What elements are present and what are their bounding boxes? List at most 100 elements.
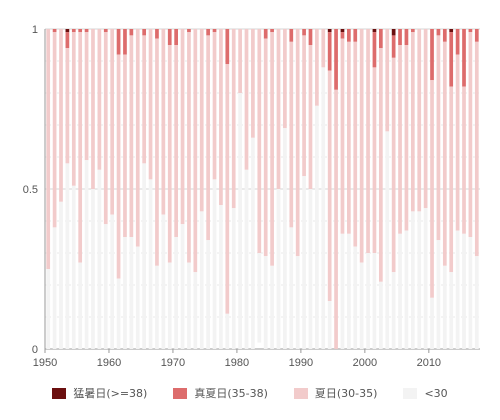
- bar-segment: [65, 32, 70, 49]
- bar-segment: [225, 64, 230, 314]
- bar-segment: [187, 32, 191, 263]
- bar-segment: [340, 29, 345, 33]
- y-tick-label: 1: [32, 24, 38, 36]
- bar-segment: [263, 256, 268, 349]
- bar-segment: [449, 86, 454, 273]
- bar-segment: [161, 29, 166, 215]
- legend-label: 真夏日(35-38): [194, 387, 268, 400]
- bar-segment: [295, 256, 300, 349]
- bar-segment: [442, 41, 447, 266]
- bar-segment: [161, 214, 166, 349]
- bar-segment: [148, 179, 153, 349]
- bar-segment: [423, 208, 428, 349]
- bar-segment: [212, 32, 217, 180]
- bar-segment: [231, 29, 236, 209]
- legend-item[interactable]: <30: [403, 387, 448, 400]
- legend-item[interactable]: 夏日(30-35): [293, 385, 377, 401]
- bar-segment: [295, 29, 300, 257]
- bar-segment: [340, 32, 345, 39]
- bar-segment: [449, 29, 454, 33]
- bar-segment: [468, 237, 473, 349]
- bar-segment: [327, 29, 332, 33]
- bar-segment: [347, 41, 351, 234]
- bar-segment: [270, 29, 274, 33]
- bar-segment: [129, 35, 134, 238]
- chart-legend: 猛暑日(>=38) 真夏日(35-38) 夏日(30-35) <30: [0, 384, 500, 402]
- bar-segment: [308, 45, 313, 189]
- bar-segment: [206, 35, 210, 241]
- bar-segment: [474, 29, 479, 42]
- bar-segment: [84, 160, 89, 349]
- bar-segment: [302, 176, 306, 349]
- bar-segment: [404, 45, 409, 231]
- bar-segment: [423, 29, 428, 209]
- bar-segment: [283, 128, 287, 349]
- bar-segment: [385, 131, 390, 349]
- x-axis: 1950 1960 1970 1980 1990 2000 2010: [33, 349, 441, 369]
- bar-segment: [174, 45, 178, 237]
- bar-segment: [283, 29, 287, 129]
- bar-segment: [327, 301, 332, 349]
- bar-segment: [155, 38, 159, 266]
- bar-segment: [71, 29, 76, 33]
- bar-segment: [340, 233, 345, 349]
- bar-segment: [430, 297, 434, 349]
- bar-segment: [257, 253, 262, 343]
- bar-segment: [199, 211, 204, 349]
- bar-segment: [116, 29, 121, 55]
- bar-segment: [135, 29, 140, 247]
- bar-segment: [193, 272, 198, 349]
- bar-segment: [391, 272, 396, 349]
- bar-segment: [321, 29, 326, 68]
- bar-segment: [321, 67, 326, 350]
- y-tick-label: 0: [32, 344, 38, 356]
- bar-segment: [78, 29, 83, 33]
- bar-segment: [231, 208, 236, 349]
- legend-item[interactable]: 猛暑日(>=38): [52, 385, 147, 401]
- bar-segment: [289, 41, 294, 228]
- bar-segment: [359, 262, 364, 349]
- bar-segment: [398, 29, 402, 45]
- bar-segment: [212, 179, 217, 349]
- x-tick-label: 1960: [97, 357, 121, 369]
- bar-segment: [410, 32, 415, 212]
- bar-segment: [225, 313, 230, 349]
- stacked-bar-chart: 00.51 1950 1960 1970 1980 1990 2000 2010: [23, 24, 480, 369]
- chart-gridlines: [44, 28, 480, 350]
- bar-segment: [206, 29, 210, 36]
- bar-segment: [468, 32, 473, 238]
- bar-segment: [110, 214, 115, 349]
- bar-segment: [372, 29, 377, 33]
- bar-segment: [398, 233, 402, 349]
- bar-segment: [78, 262, 83, 349]
- bar-segment: [78, 32, 83, 263]
- chart-bars: [46, 29, 479, 350]
- bar-segment: [193, 29, 198, 273]
- bar-segment: [103, 29, 108, 33]
- bar-segment: [116, 278, 121, 349]
- bar-segment: [366, 29, 370, 253]
- x-tick-label: 1970: [161, 357, 185, 369]
- bar-segment: [455, 230, 460, 349]
- x-tick-label: 2000: [353, 357, 377, 369]
- y-axis: 00.51: [23, 24, 38, 356]
- bar-segment: [167, 262, 172, 349]
- bar-segment: [123, 29, 127, 55]
- bar-segment: [238, 29, 242, 93]
- bar-segment: [103, 32, 108, 225]
- bar-segment: [270, 32, 274, 266]
- bar-segment: [142, 35, 147, 164]
- bar-segment: [187, 29, 191, 33]
- bar-segment: [97, 29, 102, 170]
- bar-segment: [327, 32, 332, 71]
- bar-segment: [244, 29, 249, 170]
- bar-segment: [97, 169, 102, 349]
- bar-segment: [417, 211, 422, 349]
- bar-segment: [334, 89, 338, 350]
- bar-segment: [174, 237, 178, 349]
- bar-segment: [410, 29, 415, 33]
- bar-segment: [155, 265, 159, 349]
- legend-item[interactable]: 真夏日(35-38): [173, 385, 268, 401]
- bar-segment: [59, 29, 63, 202]
- bar-segment: [65, 163, 70, 349]
